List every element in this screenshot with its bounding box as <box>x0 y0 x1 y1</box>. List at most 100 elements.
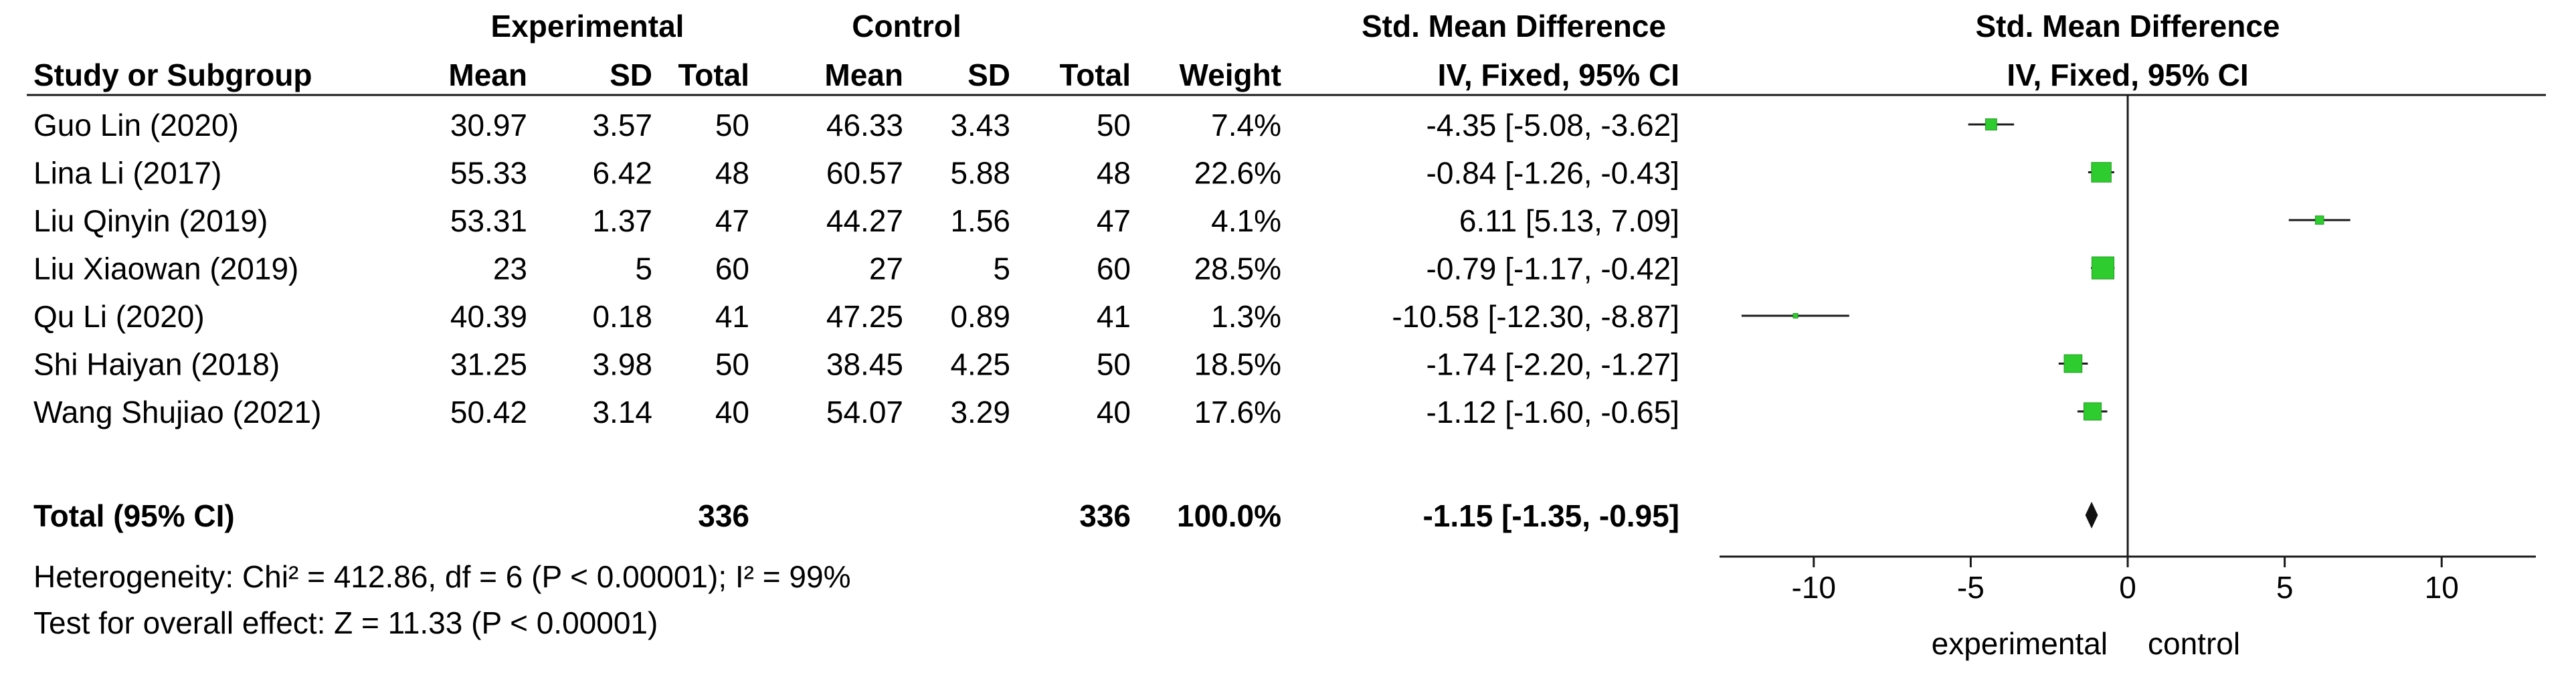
study-name: Wang Shujiao (2021) <box>33 395 321 429</box>
col-ctrl-mean: Mean <box>824 58 903 92</box>
exp-sd-cell: 3.98 <box>592 347 652 382</box>
col-exp-sd: SD <box>610 58 652 92</box>
exp-total-cell: 60 <box>715 252 749 286</box>
ctrl-mean-cell: 60.57 <box>826 156 903 191</box>
effect-ci-cell: 6.11 [5.13, 7.09] <box>1459 203 1679 238</box>
study-name: Shi Haiyan (2018) <box>33 347 280 382</box>
ctrl-sd-cell: 0.89 <box>950 299 1010 334</box>
col-ctrl-sd: SD <box>968 58 1010 92</box>
study-effect-marker <box>2091 256 2114 280</box>
experimental-group-header: Experimental <box>491 9 684 43</box>
study-name: Liu Qinyin (2019) <box>33 203 268 238</box>
ctrl-mean-cell: 44.27 <box>826 203 903 238</box>
overall-effect-test: Test for overall effect: Z = 11.33 (P < … <box>33 605 658 640</box>
exp-mean-cell: 40.39 <box>450 299 527 334</box>
exp-mean-cell: 50.42 <box>450 395 527 429</box>
weight-cell: 1.3% <box>1211 299 1281 334</box>
ctrl-total-cell: 48 <box>1097 156 1131 191</box>
x-tick-label: -10 <box>1792 570 1836 605</box>
ctrl-total-cell: 60 <box>1097 252 1131 286</box>
exp-total-cell: 40 <box>715 395 749 429</box>
study-effect-marker <box>2083 402 2102 421</box>
col-study: Study or Subgroup <box>33 58 312 92</box>
total-ctrl-n: 336 <box>1079 498 1131 533</box>
col-exp-mean: Mean <box>448 58 527 92</box>
exp-sd-cell: 5 <box>635 252 652 286</box>
study-effect-marker <box>2091 162 2112 183</box>
study-name: Lina Li (2017) <box>33 156 221 191</box>
ctrl-mean-cell: 47.25 <box>826 299 903 334</box>
study-name: Liu Xiaowan (2019) <box>33 252 298 286</box>
exp-sd-cell: 3.57 <box>592 108 652 142</box>
col-exp-total: Total <box>678 58 749 92</box>
col-effect-method: IV, Fixed, 95% CI <box>1438 58 1679 92</box>
ctrl-total-cell: 47 <box>1097 203 1131 238</box>
heterogeneity-stats: Heterogeneity: Chi² = 412.86, df = 6 (P … <box>33 559 850 594</box>
col-ctrl-total: Total <box>1060 58 1131 92</box>
exp-total-cell: 50 <box>715 347 749 382</box>
x-tick-label: 5 <box>2276 570 2294 605</box>
ctrl-sd-cell: 5.88 <box>950 156 1010 191</box>
total-exp-n: 336 <box>698 498 749 533</box>
exp-total-cell: 48 <box>715 156 749 191</box>
total-effect-ci: -1.15 [-1.35, -0.95] <box>1422 498 1679 533</box>
x-tick-label: -5 <box>1957 570 1985 605</box>
col-weight: Weight <box>1180 58 1281 92</box>
exp-mean-cell: 23 <box>493 252 527 286</box>
exp-sd-cell: 6.42 <box>592 156 652 191</box>
study-name: Guo Lin (2020) <box>33 108 239 142</box>
effect-ci-cell: -0.84 [-1.26, -0.43] <box>1427 156 1679 191</box>
ctrl-sd-cell: 3.43 <box>950 108 1010 142</box>
ctrl-total-cell: 50 <box>1097 108 1131 142</box>
favours-right-label: control <box>2148 626 2240 661</box>
exp-mean-cell: 31.25 <box>450 347 527 382</box>
exp-mean-cell: 30.97 <box>450 108 527 142</box>
weight-cell: 18.5% <box>1194 347 1281 382</box>
exp-total-cell: 41 <box>715 299 749 334</box>
exp-sd-cell: 0.18 <box>592 299 652 334</box>
ctrl-mean-cell: 54.07 <box>826 395 903 429</box>
weight-cell: 28.5% <box>1194 252 1281 286</box>
study-effect-marker <box>1985 118 1997 130</box>
effect-ci-cell: -10.58 [-12.30, -8.87] <box>1392 299 1679 334</box>
control-group-header: Control <box>852 9 961 43</box>
effect-ci-cell: -1.74 [-2.20, -1.27] <box>1427 347 1679 382</box>
ctrl-mean-cell: 38.45 <box>826 347 903 382</box>
x-tick-label: 0 <box>2119 570 2136 605</box>
weight-cell: 7.4% <box>1211 108 1281 142</box>
ctrl-total-cell: 40 <box>1097 395 1131 429</box>
exp-mean-cell: 55.33 <box>450 156 527 191</box>
ctrl-sd-cell: 4.25 <box>950 347 1010 382</box>
ctrl-sd-cell: 5 <box>993 252 1010 286</box>
exp-mean-cell: 53.31 <box>450 203 527 238</box>
study-effect-marker <box>1792 312 1799 319</box>
ctrl-sd-cell: 1.56 <box>950 203 1010 238</box>
ctrl-total-cell: 41 <box>1097 299 1131 334</box>
exp-total-cell: 47 <box>715 203 749 238</box>
study-effect-marker <box>2063 354 2083 373</box>
x-tick-label: 10 <box>2425 570 2459 605</box>
total-weight: 100.0% <box>1177 498 1281 533</box>
effect-ci-cell: -4.35 [-5.08, -3.62] <box>1427 108 1679 142</box>
exp-total-cell: 50 <box>715 108 749 142</box>
effect-ci-cell: -1.12 [-1.60, -0.65] <box>1427 395 1679 429</box>
ctrl-sd-cell: 3.29 <box>950 395 1010 429</box>
total-label: Total (95% CI) <box>33 498 235 533</box>
weight-cell: 4.1% <box>1211 203 1281 238</box>
effect-column-title: Std. Mean Difference <box>1362 9 1666 43</box>
plot-title: Std. Mean Difference <box>1976 9 2280 43</box>
exp-sd-cell: 1.37 <box>592 203 652 238</box>
weight-cell: 17.6% <box>1194 395 1281 429</box>
effect-ci-cell: -0.79 [-1.17, -0.42] <box>1427 252 1679 286</box>
ctrl-total-cell: 50 <box>1097 347 1131 382</box>
ctrl-mean-cell: 27 <box>869 252 903 286</box>
exp-sd-cell: 3.14 <box>592 395 652 429</box>
pooled-effect-diamond <box>2085 502 2098 528</box>
favours-left-label: experimental <box>1932 626 2108 661</box>
plot-method: IV, Fixed, 95% CI <box>2007 58 2248 92</box>
study-name: Qu Li (2020) <box>33 299 205 334</box>
ctrl-mean-cell: 46.33 <box>826 108 903 142</box>
weight-cell: 22.6% <box>1194 156 1281 191</box>
study-effect-marker <box>2314 215 2324 225</box>
